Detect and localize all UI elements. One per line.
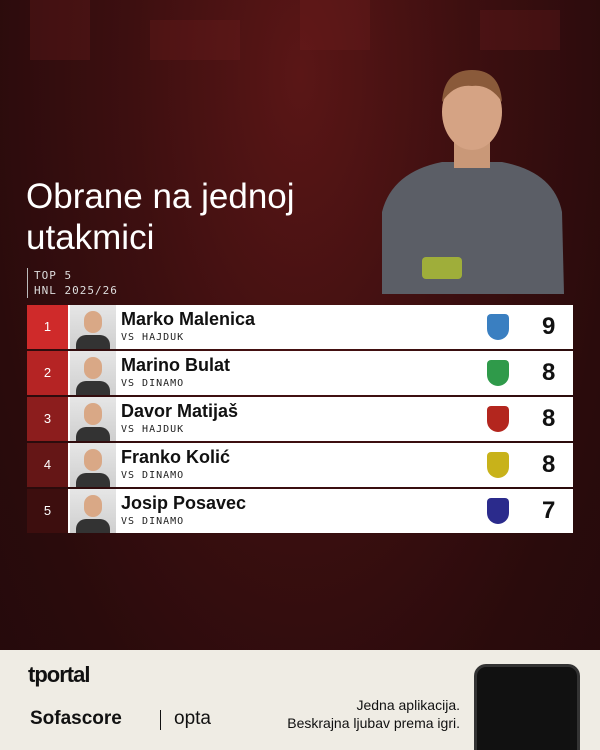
player-name: Marino Bulat xyxy=(121,355,231,375)
player-photo xyxy=(70,305,116,349)
background-pixel xyxy=(30,0,90,60)
ranking-table: 1 Marko Malenica VS HAJDUK 9 2 Marino Bulat VS… xyxy=(27,305,573,535)
background-pixel xyxy=(300,0,370,50)
tagline-line: Jedna aplikacija. xyxy=(356,697,460,713)
background-pixel xyxy=(150,20,240,60)
separator xyxy=(160,710,161,730)
photo-head xyxy=(84,357,102,379)
saves-value: 9 xyxy=(542,313,556,340)
player-name: Davor Matijaš xyxy=(121,401,239,421)
opponent: VS DINAMO xyxy=(121,378,185,389)
table-row: 5 Josip Posavec VS DINAMO 7 xyxy=(27,489,573,533)
opponent: VS DINAMO xyxy=(121,470,185,481)
player-photo xyxy=(70,443,116,487)
player-name: Josip Posavec xyxy=(121,493,247,513)
subtitle-line: HNL 2025/26 xyxy=(34,284,118,297)
player-name: Franko Kolić xyxy=(121,447,231,467)
club-crest xyxy=(487,360,509,386)
subtitle-line: TOP 5 xyxy=(34,269,73,282)
photo-body xyxy=(76,335,110,349)
saves-value: 8 xyxy=(542,405,556,432)
brand-logo: tportal xyxy=(28,662,90,687)
player-photo xyxy=(70,489,116,533)
photo-head xyxy=(84,495,102,517)
photo-head xyxy=(84,311,102,333)
table-row: 1 Marko Malenica VS HAJDUK 9 xyxy=(27,305,573,349)
table-row: 3 Davor Matijaš VS HAJDUK 8 xyxy=(27,397,573,441)
rank: 3 xyxy=(27,397,68,441)
footer: tportal Sofascore opta Jedna aplikacija.… xyxy=(0,650,600,750)
photo-body xyxy=(76,473,110,487)
subtitle: TOP 5 HNL 2025/26 xyxy=(27,268,118,298)
partner-logo: opta xyxy=(174,708,211,729)
opponent: VS HAJDUK xyxy=(121,424,185,435)
tagline: Jedna aplikacija. Beskrajna ljubav prema … xyxy=(287,696,460,732)
photo-body xyxy=(76,427,110,441)
club-crest xyxy=(487,498,509,524)
rank: 4 xyxy=(27,443,68,487)
club-crest xyxy=(487,452,509,478)
rank: 5 xyxy=(27,489,68,533)
club-crest xyxy=(487,314,509,340)
photo-body xyxy=(76,381,110,395)
saves-value: 8 xyxy=(542,451,556,478)
tagline-line: Beskrajna ljubav prema igri. xyxy=(287,715,460,731)
photo-body xyxy=(76,519,110,533)
opponent: VS DINAMO xyxy=(121,516,185,527)
title-line: Obrane na jednoj xyxy=(26,177,295,216)
player-photo xyxy=(70,397,116,441)
player-photo xyxy=(382,70,564,294)
table-row: 4 Franko Kolić VS DINAMO 8 xyxy=(27,443,573,487)
rank: 1 xyxy=(27,305,68,349)
table-row: 2 Marino Bulat VS DINAMO 8 xyxy=(27,351,573,395)
saves-value: 8 xyxy=(542,359,556,386)
background-pixel xyxy=(480,10,560,50)
title-line: utakmici xyxy=(26,218,155,257)
title: Obrane na jednoj utakmici xyxy=(26,176,295,258)
partner-logo: Sofascore xyxy=(30,708,122,729)
club-crest xyxy=(487,406,509,432)
saves-value: 7 xyxy=(542,497,556,524)
photo-head xyxy=(84,449,102,471)
rank: 2 xyxy=(27,351,68,395)
opponent: VS HAJDUK xyxy=(121,332,185,343)
player-name: Marko Malenica xyxy=(121,309,256,329)
phone-mockup xyxy=(474,664,580,750)
photo-head xyxy=(84,403,102,425)
player-photo xyxy=(70,351,116,395)
